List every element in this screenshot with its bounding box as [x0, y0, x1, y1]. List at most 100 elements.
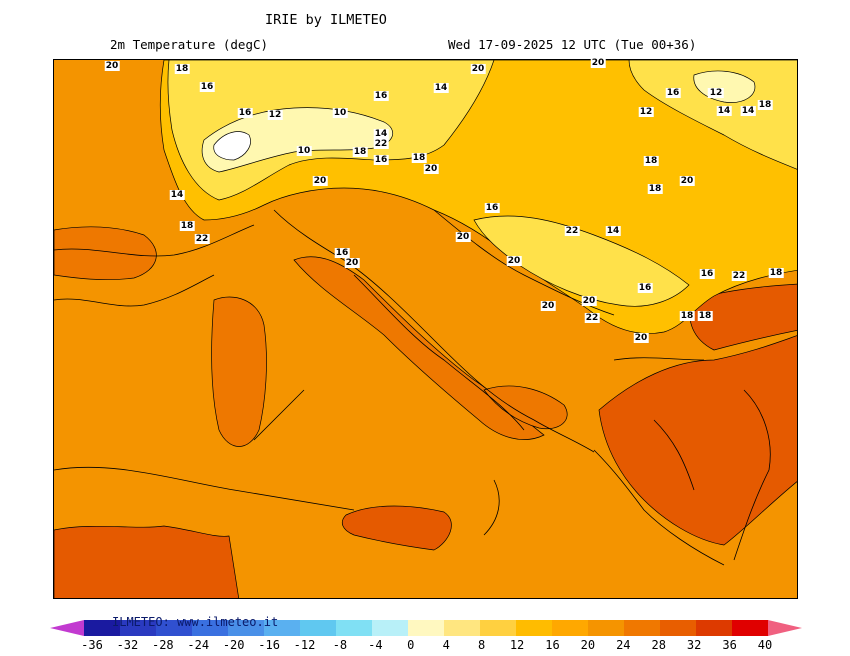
legend-tick-label: -32 [116, 638, 139, 652]
legend-color-box [480, 620, 517, 636]
legend-tick-label: 8 [478, 638, 486, 652]
legend-color-box [120, 620, 157, 636]
legend-tick-label: -36 [81, 638, 103, 652]
contour-label: 20 [679, 176, 695, 186]
contour-label: 20 [423, 164, 439, 174]
legend-tick-labels: -36 -32 -28 -24 -20 -16 -12 -8 -4 0 4 8 12 16 20 24 28 32… [0, 638, 850, 656]
contour-label: 14 [605, 226, 621, 236]
legend-tick-label: -12 [293, 638, 316, 652]
legend-tick-label: 16 [545, 638, 560, 652]
contour-label: 20 [506, 256, 522, 266]
legend-high-arrow [768, 620, 802, 636]
temperature-map [53, 59, 798, 599]
contour-label: 20 [470, 64, 486, 74]
credit-label: ILMETEO: www.ilmeteo.it [112, 615, 279, 629]
legend-tick-label: -20 [222, 638, 245, 652]
hot-area-greece [598, 335, 797, 546]
legend-tick-label: -24 [187, 638, 210, 652]
coldest-area-mont-blanc [213, 131, 251, 161]
legend-color-box [336, 620, 373, 636]
contour-label: 18 [643, 156, 659, 166]
contour-label: 20 [590, 58, 606, 68]
legend-low-arrow [50, 620, 84, 636]
contour-label: 20 [455, 232, 471, 242]
contour-label: 18 [411, 153, 427, 163]
hot-area-africa [54, 525, 240, 598]
legend-tick-label: 4 [442, 638, 450, 652]
legend-color-box [552, 620, 589, 636]
legend-color-box [228, 620, 265, 636]
contour-label: 18 [679, 311, 695, 321]
contour-label: 18 [174, 64, 190, 74]
contour-label: 14 [373, 129, 389, 139]
contour-label: 20 [633, 333, 649, 343]
contour-label: 22 [731, 271, 747, 281]
chart-title: IRIE by ILMETEO [265, 12, 387, 28]
legend-color-box [516, 620, 553, 636]
contour-label: 22 [564, 226, 580, 236]
legend-color-box [588, 620, 625, 636]
contour-label: 18 [647, 184, 663, 194]
legend-tick-label: 32 [686, 638, 702, 652]
legend-color-box [84, 620, 121, 636]
contour-label: 16 [237, 108, 253, 118]
legend-tick-label: -8 [332, 638, 348, 652]
contour-label: 18 [768, 268, 784, 278]
legend-tick-label: 36 [722, 638, 737, 652]
legend-color-box [408, 620, 445, 636]
legend-color-box [660, 620, 697, 636]
legend-color-box [624, 620, 661, 636]
legend-color-box [372, 620, 409, 636]
contour-label: 18 [697, 311, 713, 321]
contour-label: 16 [699, 269, 715, 279]
contour-label: 16 [373, 155, 389, 165]
hot-area-balkans [689, 283, 797, 351]
hot-area-spain [54, 226, 157, 281]
contour-label: 14 [433, 83, 449, 93]
legend-tick-label: 0 [407, 638, 415, 652]
contour-label: 16 [373, 91, 389, 101]
legend-tick-label: 40 [757, 638, 773, 652]
legend-color-box [264, 620, 301, 636]
contour-label: 14 [740, 106, 756, 116]
warm-area-italy [293, 256, 545, 440]
contour-label: 16 [334, 248, 350, 258]
legend-tick-label: -4 [368, 638, 383, 652]
contour-label: 12 [267, 110, 283, 120]
contour-label: 10 [332, 108, 348, 118]
contour-label: 22 [584, 313, 600, 323]
legend-color-box [192, 620, 229, 636]
legend-color-box [156, 620, 193, 636]
variable-label: 2m Temperature (degC) [110, 37, 269, 52]
contour-label: 18 [352, 147, 368, 157]
contour-label: 14 [169, 190, 185, 200]
contour-label: 16 [199, 82, 215, 92]
contour-label: 22 [373, 139, 389, 149]
contour-label: 14 [716, 106, 732, 116]
contour-label: 12 [708, 88, 724, 98]
legend-color-box [732, 620, 769, 636]
contour-label: 16 [665, 88, 681, 98]
legend-color-box [444, 620, 481, 636]
contour-label: 20 [104, 61, 120, 71]
legend-tick-label: 24 [616, 638, 631, 652]
legend-tick-label: 12 [509, 638, 525, 652]
legend-tick-label: 28 [651, 638, 666, 652]
contour-label: 20 [581, 296, 597, 306]
contour-label: 16 [484, 203, 500, 213]
contour-label: 18 [757, 100, 773, 110]
contour-label: 22 [194, 234, 210, 244]
legend-tick-label: -28 [151, 638, 174, 652]
contour-label: 20 [312, 176, 328, 186]
legend-color-box [696, 620, 733, 636]
map-canvas [54, 60, 797, 598]
contour-label: 16 [637, 283, 653, 293]
contour-label: 18 [179, 221, 195, 231]
temperature-legend [50, 620, 802, 636]
legend-tick-label: -16 [258, 638, 280, 652]
hot-area-sicily [341, 505, 452, 551]
legend-color-box [300, 620, 337, 636]
legend-tick-label: 20 [580, 638, 596, 652]
contour-label: 20 [344, 258, 360, 268]
contour-label: 12 [638, 107, 654, 117]
